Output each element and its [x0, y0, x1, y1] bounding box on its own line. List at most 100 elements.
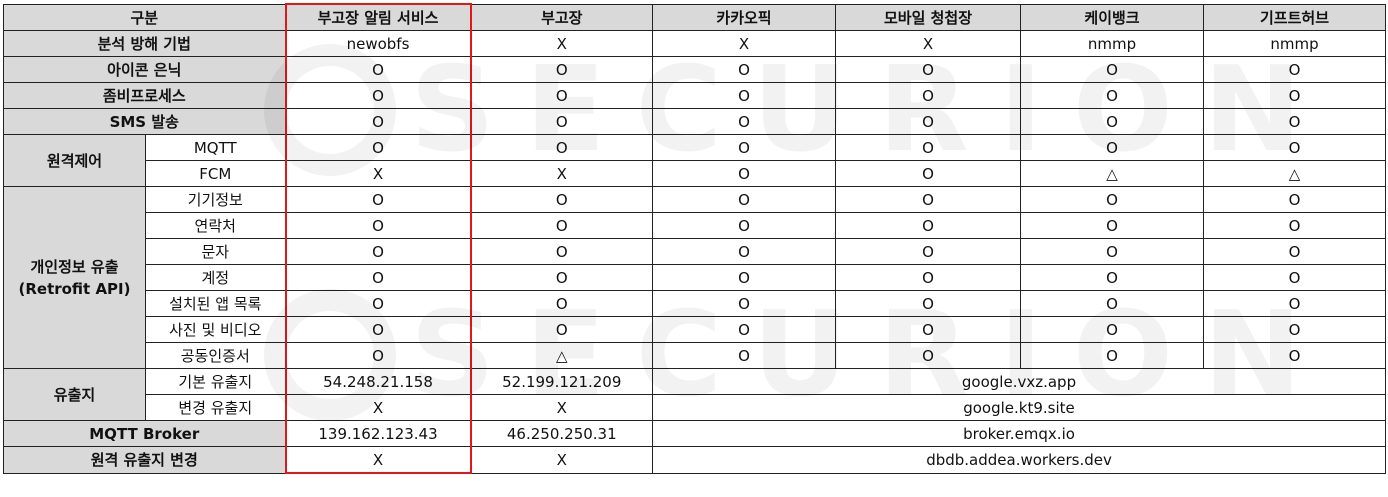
table-row-obfuscation: 분석 방해 기법 newobfs X X X nmmp nmmp [2, 30, 1387, 57]
cell: X [470, 446, 654, 474]
cell: 139.162.123.43 [284, 420, 472, 447]
cell: X [284, 446, 472, 474]
table-row-zombie: 좀비프로세스 O O O O O O [2, 82, 1387, 109]
header-col-6: 기프트허브 [1203, 3, 1387, 31]
table-row-leak-device: 개인정보 유출 (Retrofit API) 기기정보 O O O O O O [3, 186, 1387, 369]
row-label-remote-control: 원격제어 [3, 134, 146, 187]
cell: O [470, 290, 654, 317]
table-row-leak-sms: 문자 O O O O O O [4, 238, 1387, 265]
cell: nmmp [1020, 30, 1205, 57]
cell: O [835, 186, 1022, 213]
cell: O [1020, 290, 1205, 317]
cell: △ [1020, 160, 1205, 187]
cell: O [652, 134, 837, 161]
sub-label-contacts: 연락처 [144, 212, 287, 239]
cell: O [835, 290, 1022, 317]
cell: O [1203, 342, 1387, 369]
cell: 52.199.121.209 [470, 368, 654, 395]
cell: newobfs [284, 30, 472, 57]
cell: O [1020, 238, 1205, 265]
table-row-leak-accounts: 계정 O O O O O O [4, 264, 1387, 291]
table-row-mqtt: 원격제어 MQTT O O O O O O [3, 134, 1387, 187]
cell: X [284, 394, 472, 421]
cell: O [470, 108, 654, 135]
cell: O [835, 264, 1022, 291]
table-row-fcm: FCM X X O O △ △ [4, 160, 1387, 187]
cell: O [1020, 316, 1205, 343]
cell: O [652, 56, 837, 83]
cell-merged: broker.emqx.io [652, 420, 1387, 447]
cell: X [835, 30, 1022, 57]
cell: O [284, 186, 472, 213]
sub-label-mqtt: MQTT [144, 134, 287, 161]
header-col-5: 케이뱅크 [1020, 3, 1205, 31]
cell: O [652, 186, 837, 213]
cell: 54.248.21.158 [284, 368, 472, 395]
cell: O [470, 56, 654, 83]
cell: O [652, 342, 837, 369]
cell: O [1203, 316, 1387, 343]
cell: O [652, 264, 837, 291]
header-col-1: 부고장 알림 서비스 [284, 3, 472, 31]
cell: O [470, 212, 654, 239]
cell: O [1203, 134, 1387, 161]
sub-label-fcm: FCM [144, 160, 287, 187]
row-label-icon-hide: 아이콘 은닉 [2, 56, 287, 83]
cell: O [284, 238, 472, 265]
malware-comparison-table: 구분 부고장 알림 서비스 부고장 카카오픽 모바일 청첩장 케이뱅크 기프트허… [2, 3, 1387, 474]
cell: O [470, 264, 654, 291]
cell: O [1203, 186, 1387, 213]
header-col-2: 부고장 [470, 3, 654, 31]
row-label-zombie: 좀비프로세스 [2, 82, 287, 109]
cell: O [652, 316, 837, 343]
cell: O [1020, 186, 1205, 213]
row-label-exfil: 유출지 [3, 368, 146, 421]
table-row-remote-change: 원격 유출지 변경 X X dbdb.addea.workers.dev [2, 446, 1387, 474]
cell: O [835, 212, 1022, 239]
sub-label-changed-exfil: 변경 유출지 [144, 394, 287, 421]
cell: O [1203, 108, 1387, 135]
table-row-leak-contacts: 연락처 O O O O O O [4, 212, 1387, 239]
header-row: 구분 부고장 알림 서비스 부고장 카카오픽 모바일 청첩장 케이뱅크 기프트허… [2, 3, 1387, 31]
cell: O [470, 82, 654, 109]
cell: O [284, 108, 472, 135]
cell: O [835, 160, 1022, 187]
table-row-leak-apps: 설치된 앱 목록 O O O O O O [4, 290, 1387, 317]
header-col-3: 카카오픽 [652, 3, 837, 31]
cell: O [284, 342, 472, 369]
sub-label-messages: 문자 [144, 238, 287, 265]
table-row-exfil-changed: 변경 유출지 X X google.kt9.site [4, 394, 1387, 421]
cell: O [1020, 212, 1205, 239]
cell: O [1020, 82, 1205, 109]
cell: X [470, 160, 654, 187]
cell: O [284, 134, 472, 161]
cell: O [470, 186, 654, 213]
cell: O [470, 238, 654, 265]
cell: O [1020, 108, 1205, 135]
header-category: 구분 [2, 3, 287, 31]
cell-merged: google.kt9.site [652, 394, 1387, 421]
cell: O [652, 290, 837, 317]
cell: O [652, 108, 837, 135]
cell: O [1203, 290, 1387, 317]
cell: △ [470, 342, 654, 369]
cell: O [835, 238, 1022, 265]
table-row-broker: MQTT Broker 139.162.123.43 46.250.250.31… [2, 420, 1387, 447]
header-col-4: 모바일 청첩장 [835, 3, 1022, 31]
table-row-exfil-basic: 유출지 기본 유출지 54.248.21.158 52.199.121.209 … [3, 368, 1387, 421]
row-label-obfuscation: 분석 방해 기법 [2, 30, 287, 57]
cell: O [470, 134, 654, 161]
cell: O [835, 342, 1022, 369]
cell: O [284, 264, 472, 291]
cell: O [1020, 56, 1205, 83]
cell: O [1203, 264, 1387, 291]
cell: X [284, 160, 472, 187]
table-row-leak-certificate: 공동인증서 O △ O O O O [4, 342, 1387, 369]
row-label-broker: MQTT Broker [2, 420, 287, 447]
sub-label-photos-videos: 사진 및 비디오 [144, 316, 287, 343]
cell: O [1020, 342, 1205, 369]
cell: O [652, 238, 837, 265]
cell: nmmp [1203, 30, 1387, 57]
sub-label-device-info: 기기정보 [144, 186, 287, 213]
cell: O [652, 160, 837, 187]
